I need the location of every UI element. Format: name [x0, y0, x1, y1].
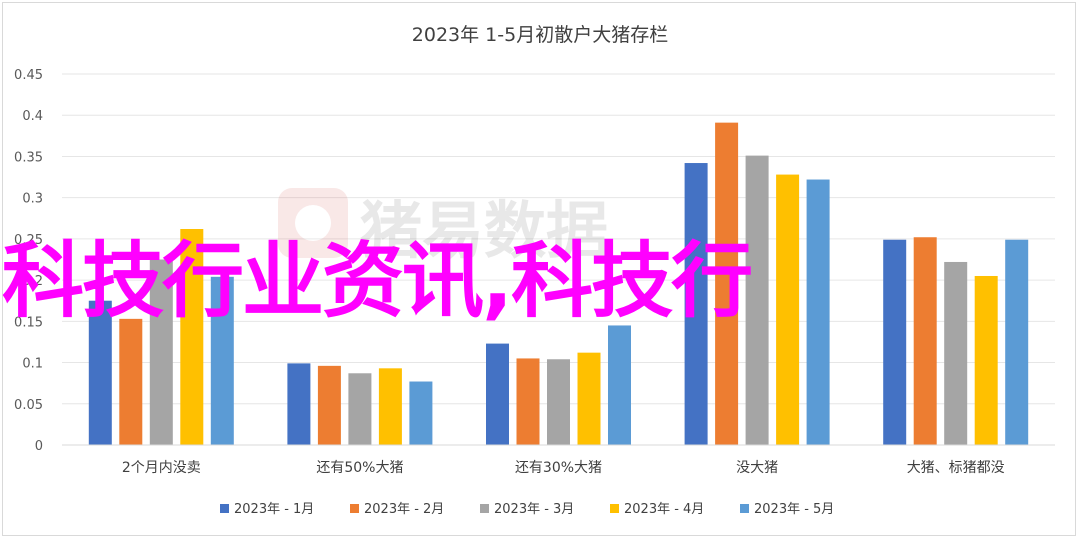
bar [348, 373, 372, 445]
bar [317, 365, 341, 445]
bar [577, 352, 601, 445]
bar [684, 163, 708, 446]
y-tick-label: 0.15 [14, 315, 43, 330]
x-tick-label: 还有50%大猪 [316, 460, 403, 476]
x-tick-label: 还有30%大猪 [515, 460, 602, 476]
chart-title: 2023年 1-5月初散户大猪存栏 [411, 24, 669, 46]
bar [149, 259, 173, 445]
legend-swatch [740, 504, 749, 513]
legend-swatch [610, 504, 619, 513]
bar [1005, 239, 1029, 445]
bar [776, 174, 800, 446]
x-tick-label: 2个月内没卖 [122, 460, 201, 476]
y-tick-label: 0.3 [22, 192, 43, 207]
y-tick-label: 0.1 [22, 357, 43, 372]
y-tick-label: 0.4 [22, 109, 43, 124]
bar [715, 122, 739, 446]
y-axis-ticks: 0 0.05 0.1 0.15 0.2 0.25 0.3 0.35 0.4 0.45 [14, 68, 43, 454]
legend-label: 2023年 - 3月 [494, 502, 574, 517]
overlay-text: 科技行业资讯,科技行 [2, 234, 753, 329]
y-tick-label: 0.05 [14, 398, 43, 413]
y-tick-label: 0.2 [22, 274, 43, 289]
bar [119, 318, 143, 445]
legend-swatch [220, 504, 229, 513]
bar [210, 276, 234, 445]
x-tick-label: 大猪、标猪都没 [907, 460, 1005, 476]
bar [806, 179, 830, 446]
legend-label: 2023年 - 2月 [364, 502, 444, 517]
bar [486, 343, 509, 445]
bar [88, 300, 112, 445]
legend: 2023年 - 1月 2023年 - 2月 2023年 - 3月 2023年 - 4月… [220, 502, 834, 517]
bar [944, 261, 968, 445]
x-axis-ticks: 2个月内没卖 还有50%大猪 还有30%大猪 没大猪 大猪、标猪都没 [122, 460, 1005, 476]
y-tick-label: 0 [35, 439, 43, 454]
legend-swatch [480, 504, 489, 513]
watermark-text: 猪易数据 [360, 194, 608, 267]
y-tick-label: 0.45 [14, 68, 43, 83]
y-tick-label: 0.35 [14, 150, 43, 165]
legend-label: 2023年 - 4月 [624, 502, 704, 517]
x-tick-label: 没大猪 [736, 460, 778, 476]
y-tick-label: 0.25 [14, 233, 43, 248]
bar [608, 325, 631, 445]
bar [516, 358, 540, 445]
legend-label: 2023年 - 5月 [754, 502, 834, 517]
bar [409, 381, 433, 445]
legend-swatch [350, 504, 359, 513]
bar [378, 368, 402, 445]
bars [88, 122, 1029, 446]
watermark: 猪易数据 [278, 188, 608, 267]
watermark-logo [278, 188, 348, 258]
bar [745, 155, 769, 445]
watermark-logo-mark [295, 205, 331, 241]
bar [287, 363, 311, 445]
legend-label: 2023年 - 1月 [234, 502, 314, 517]
bar [547, 359, 570, 445]
bar [883, 239, 907, 445]
bar [974, 275, 998, 445]
bar [180, 228, 204, 445]
bar [913, 237, 937, 445]
